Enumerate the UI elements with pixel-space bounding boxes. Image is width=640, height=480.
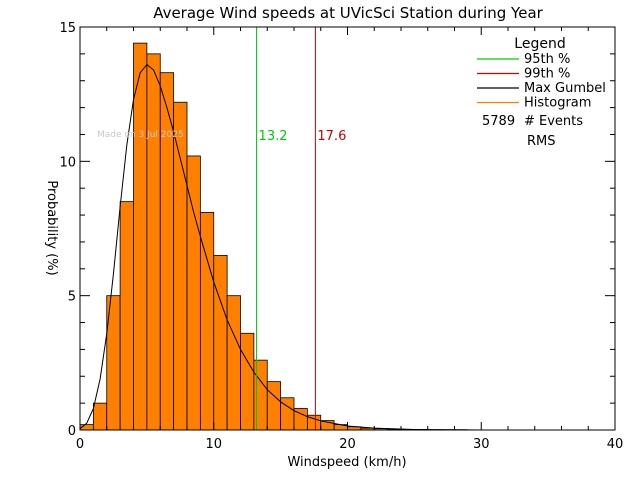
x-tick-label: 0	[76, 437, 84, 452]
x-tick-label: 20	[339, 437, 356, 452]
events-label: # Events	[524, 114, 583, 129]
legend-title: Legend	[514, 36, 565, 52]
x-tick-label: 30	[473, 437, 490, 452]
gumbel-curve	[79, 63, 482, 431]
legend-label: 99th %	[524, 67, 570, 82]
histogram-bar	[119, 201, 134, 431]
legend-label: Histogram	[524, 96, 591, 111]
y-tick-label: 15	[59, 21, 76, 36]
x-axis-label: Windspeed (km/h)	[287, 455, 406, 470]
x-tick-label: 40	[607, 437, 624, 452]
histogram-bar	[240, 332, 255, 431]
events-count: 5789	[482, 114, 515, 129]
histogram-bar	[173, 101, 188, 431]
y-axis-label: Probability (%)	[44, 180, 59, 275]
histogram-bar	[213, 254, 228, 431]
legend-label: Max Gumbel	[524, 81, 606, 96]
y-axis-ticks: 0 5 10 15	[59, 21, 615, 439]
legend-label: 95th %	[524, 52, 570, 67]
y-tick-label: 0	[68, 424, 76, 439]
rms-label: RMS	[527, 134, 556, 149]
histogram-bar	[133, 42, 148, 431]
histogram-bar	[226, 295, 241, 431]
y-tick-label: 5	[68, 290, 76, 305]
chart-title: Average Wind speeds at UVicSci Station d…	[153, 4, 543, 22]
histogram-bar	[146, 53, 161, 431]
percentile-label: 17.6	[317, 129, 346, 144]
x-axis-ticks: 0 10 20 30 40	[76, 27, 623, 452]
percentile-lines: 13.2 17.6	[256, 27, 346, 430]
plot-area: 13.2 17.6 0 10 20 30 40 0 5 10 15	[59, 21, 623, 452]
histogram-bars	[79, 42, 469, 431]
y-tick-label: 10	[59, 155, 76, 170]
histogram-bar	[186, 155, 201, 431]
histogram-bar	[92, 402, 108, 431]
histogram-bar	[266, 381, 282, 431]
x-tick-label: 10	[205, 437, 222, 452]
percentile-label: 13.2	[259, 129, 288, 144]
histogram-bar	[253, 359, 268, 431]
watermark-text: Made on 3 Jul 2025	[97, 130, 184, 140]
